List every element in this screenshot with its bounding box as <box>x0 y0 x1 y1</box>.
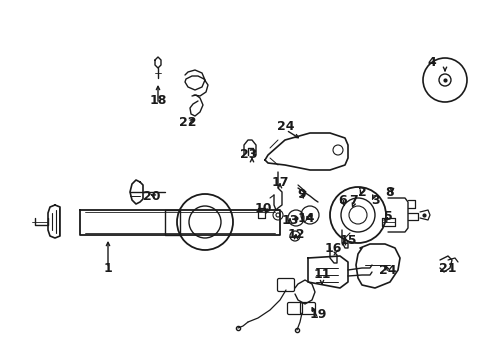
Text: 14: 14 <box>297 211 314 225</box>
Text: 24: 24 <box>379 264 396 276</box>
Text: 23: 23 <box>240 148 257 162</box>
Text: 20: 20 <box>143 189 161 202</box>
Text: 12: 12 <box>286 229 304 242</box>
Text: 5: 5 <box>383 211 391 224</box>
Text: 2: 2 <box>357 185 366 198</box>
Text: 13: 13 <box>281 213 298 226</box>
Text: 1: 1 <box>103 261 112 274</box>
Text: 8: 8 <box>385 185 393 198</box>
Text: 16: 16 <box>324 242 341 255</box>
Text: 19: 19 <box>309 309 326 321</box>
Text: 11: 11 <box>313 269 330 282</box>
Text: 10: 10 <box>254 202 271 215</box>
Text: 15: 15 <box>339 234 356 247</box>
Text: 3: 3 <box>370 194 379 207</box>
Text: 22: 22 <box>179 116 196 129</box>
Text: 24: 24 <box>277 120 294 132</box>
Text: 6: 6 <box>338 194 346 207</box>
Text: 7: 7 <box>349 194 358 207</box>
Text: 4: 4 <box>427 55 435 68</box>
Text: 21: 21 <box>438 261 456 274</box>
Text: 18: 18 <box>149 94 166 107</box>
Text: 9: 9 <box>297 189 305 202</box>
Text: 17: 17 <box>271 176 288 189</box>
